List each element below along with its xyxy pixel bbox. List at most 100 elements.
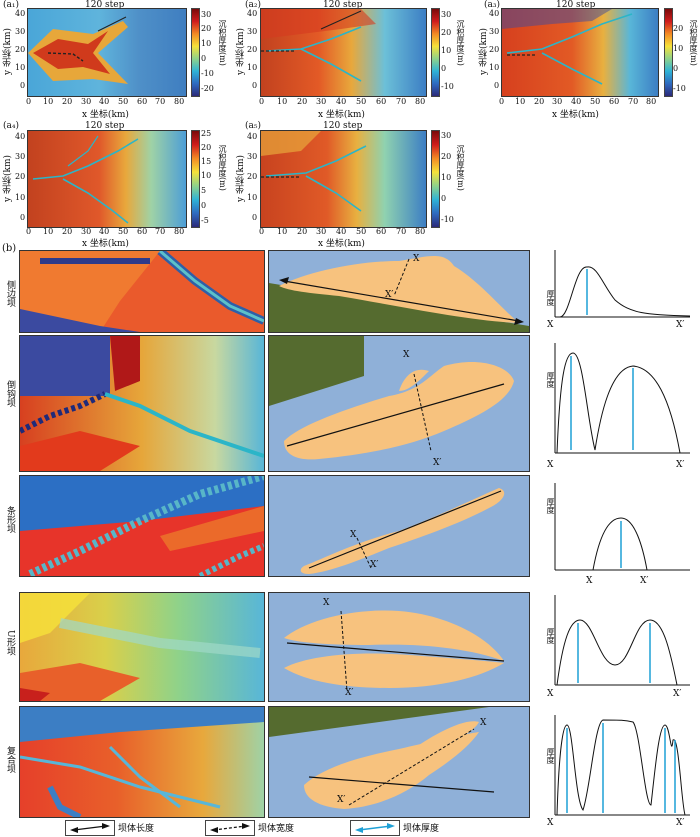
colorbar-tick: 10 [201,171,212,180]
x-axis-label: x 坐标(km) [82,110,129,120]
sediment-map [260,130,427,228]
x-tick: 80 [174,97,185,106]
colorbar [191,130,200,228]
colorbar-tick: 20 [673,24,684,33]
legend-width-label: 坝体宽度 [258,824,295,834]
profile-curve [554,250,691,318]
map-shapes [261,131,367,212]
colorbar-tick: 10 [201,39,212,48]
legend-thickness-label: 坝体厚度 [403,824,440,834]
colorbar-tick: -10 [673,84,686,93]
panel-title: 120 step [323,121,363,131]
y-tick: 40 [15,9,26,18]
panel-label: (a₁) [3,0,19,10]
y-tick: 10 [15,63,26,72]
panel-label: (a₂) [245,0,261,10]
colorbar [664,8,673,97]
section-end-label: X′ [337,795,346,805]
x-tick: 10 [277,97,288,106]
colorbar-tick: 20 [201,143,212,152]
colorbar [431,130,440,228]
sediment-map [260,8,427,97]
panel-title: 120 step [85,121,125,131]
y-tick: 40 [15,132,26,141]
section-end-label: X′ [370,560,379,570]
legend-thickness-symbol [350,820,400,836]
colorbar-label: 沉积厚度(m) [689,20,698,66]
row-label: 侧边坝 [5,280,15,307]
legend-length-symbol [65,820,115,836]
colorbar-label: 沉积厚度(m) [456,20,465,66]
sediment-map [27,8,187,97]
width-arrow-icon [210,823,250,833]
x-tick: 40 [99,227,110,236]
thickness-axis-label: 厚度 [546,290,555,306]
x-tick: 10 [515,97,526,106]
row-label: U形坝 [5,630,15,656]
thickness-axis-label: 厚度 [546,372,555,388]
colorbar-tick: 0 [201,201,207,210]
x-tick: 70 [396,227,407,236]
x-axis-label: x 坐标(km) [552,110,599,120]
y-tick: 30 [15,152,26,161]
x-tick: 30 [81,227,92,236]
y-axis-label: y 坐标(km) [3,155,13,202]
thickness-axis-label: 厚度 [546,748,555,764]
colorbar-tick: 25 [201,129,212,138]
y-tick: 20 [15,172,26,181]
y-tick: 30 [15,27,26,36]
sim-map [19,335,265,472]
profile-start: X [586,576,593,586]
schematic [268,475,530,577]
y-tick: 10 [247,63,258,72]
profile-start: X [547,320,554,330]
colorbar-tick: -10 [201,69,214,78]
colorbar-tick: 15 [201,157,212,166]
schematic [268,250,530,333]
panel-title: 120 step [85,0,125,10]
thickness-axis-label: 厚度 [546,498,555,514]
section-start-label: X [480,718,487,728]
x-tick: 70 [628,97,639,106]
colorbar-tick: 0 [441,64,447,73]
profile-end: X′ [640,576,649,586]
colorbar-tick: -10 [441,82,454,91]
y-tick: 0 [252,213,258,222]
colorbar-label: 沉积厚度(m) [218,145,227,191]
x-tick: 40 [336,97,347,106]
section-start-label: X [350,530,357,540]
x-tick: 10 [277,227,288,236]
legend-width-symbol [205,820,255,836]
profile-end: X′ [676,818,685,828]
schematic-shapes [269,336,514,460]
x-tick: 10 [43,97,54,106]
y-axis-label: y 坐标(km) [236,28,246,75]
x-tick: 50 [590,97,601,106]
profile-curve [554,595,690,686]
schematic-shapes [300,488,505,574]
sim-shapes [20,593,261,701]
colorbar-tick: 10 [441,46,452,55]
colorbar-tick: -10 [441,215,454,224]
colorbar-tick: 30 [441,10,452,19]
row-label: 倒钩坝 [5,380,15,407]
y-axis-label: y 坐标(km) [236,155,246,202]
x-tick: 30 [316,227,327,236]
y-tick: 30 [247,27,258,36]
schematic [268,592,530,702]
map-shapes [32,135,139,224]
y-tick: 0 [252,81,258,90]
colorbar [431,8,440,97]
x-tick: 80 [646,97,657,106]
x-tick: 0 [499,97,505,106]
section-end-label: X′ [345,688,354,698]
profile-curve [554,343,690,454]
schematic-shapes [269,707,495,809]
sim-map [19,592,265,702]
legend-length-label: 坝体长度 [118,824,155,834]
y-tick: 10 [15,193,26,202]
x-tick: 0 [26,97,32,106]
profile-end: X′ [676,320,685,330]
y-tick: 0 [20,81,26,90]
colorbar-tick: 10 [441,173,452,182]
